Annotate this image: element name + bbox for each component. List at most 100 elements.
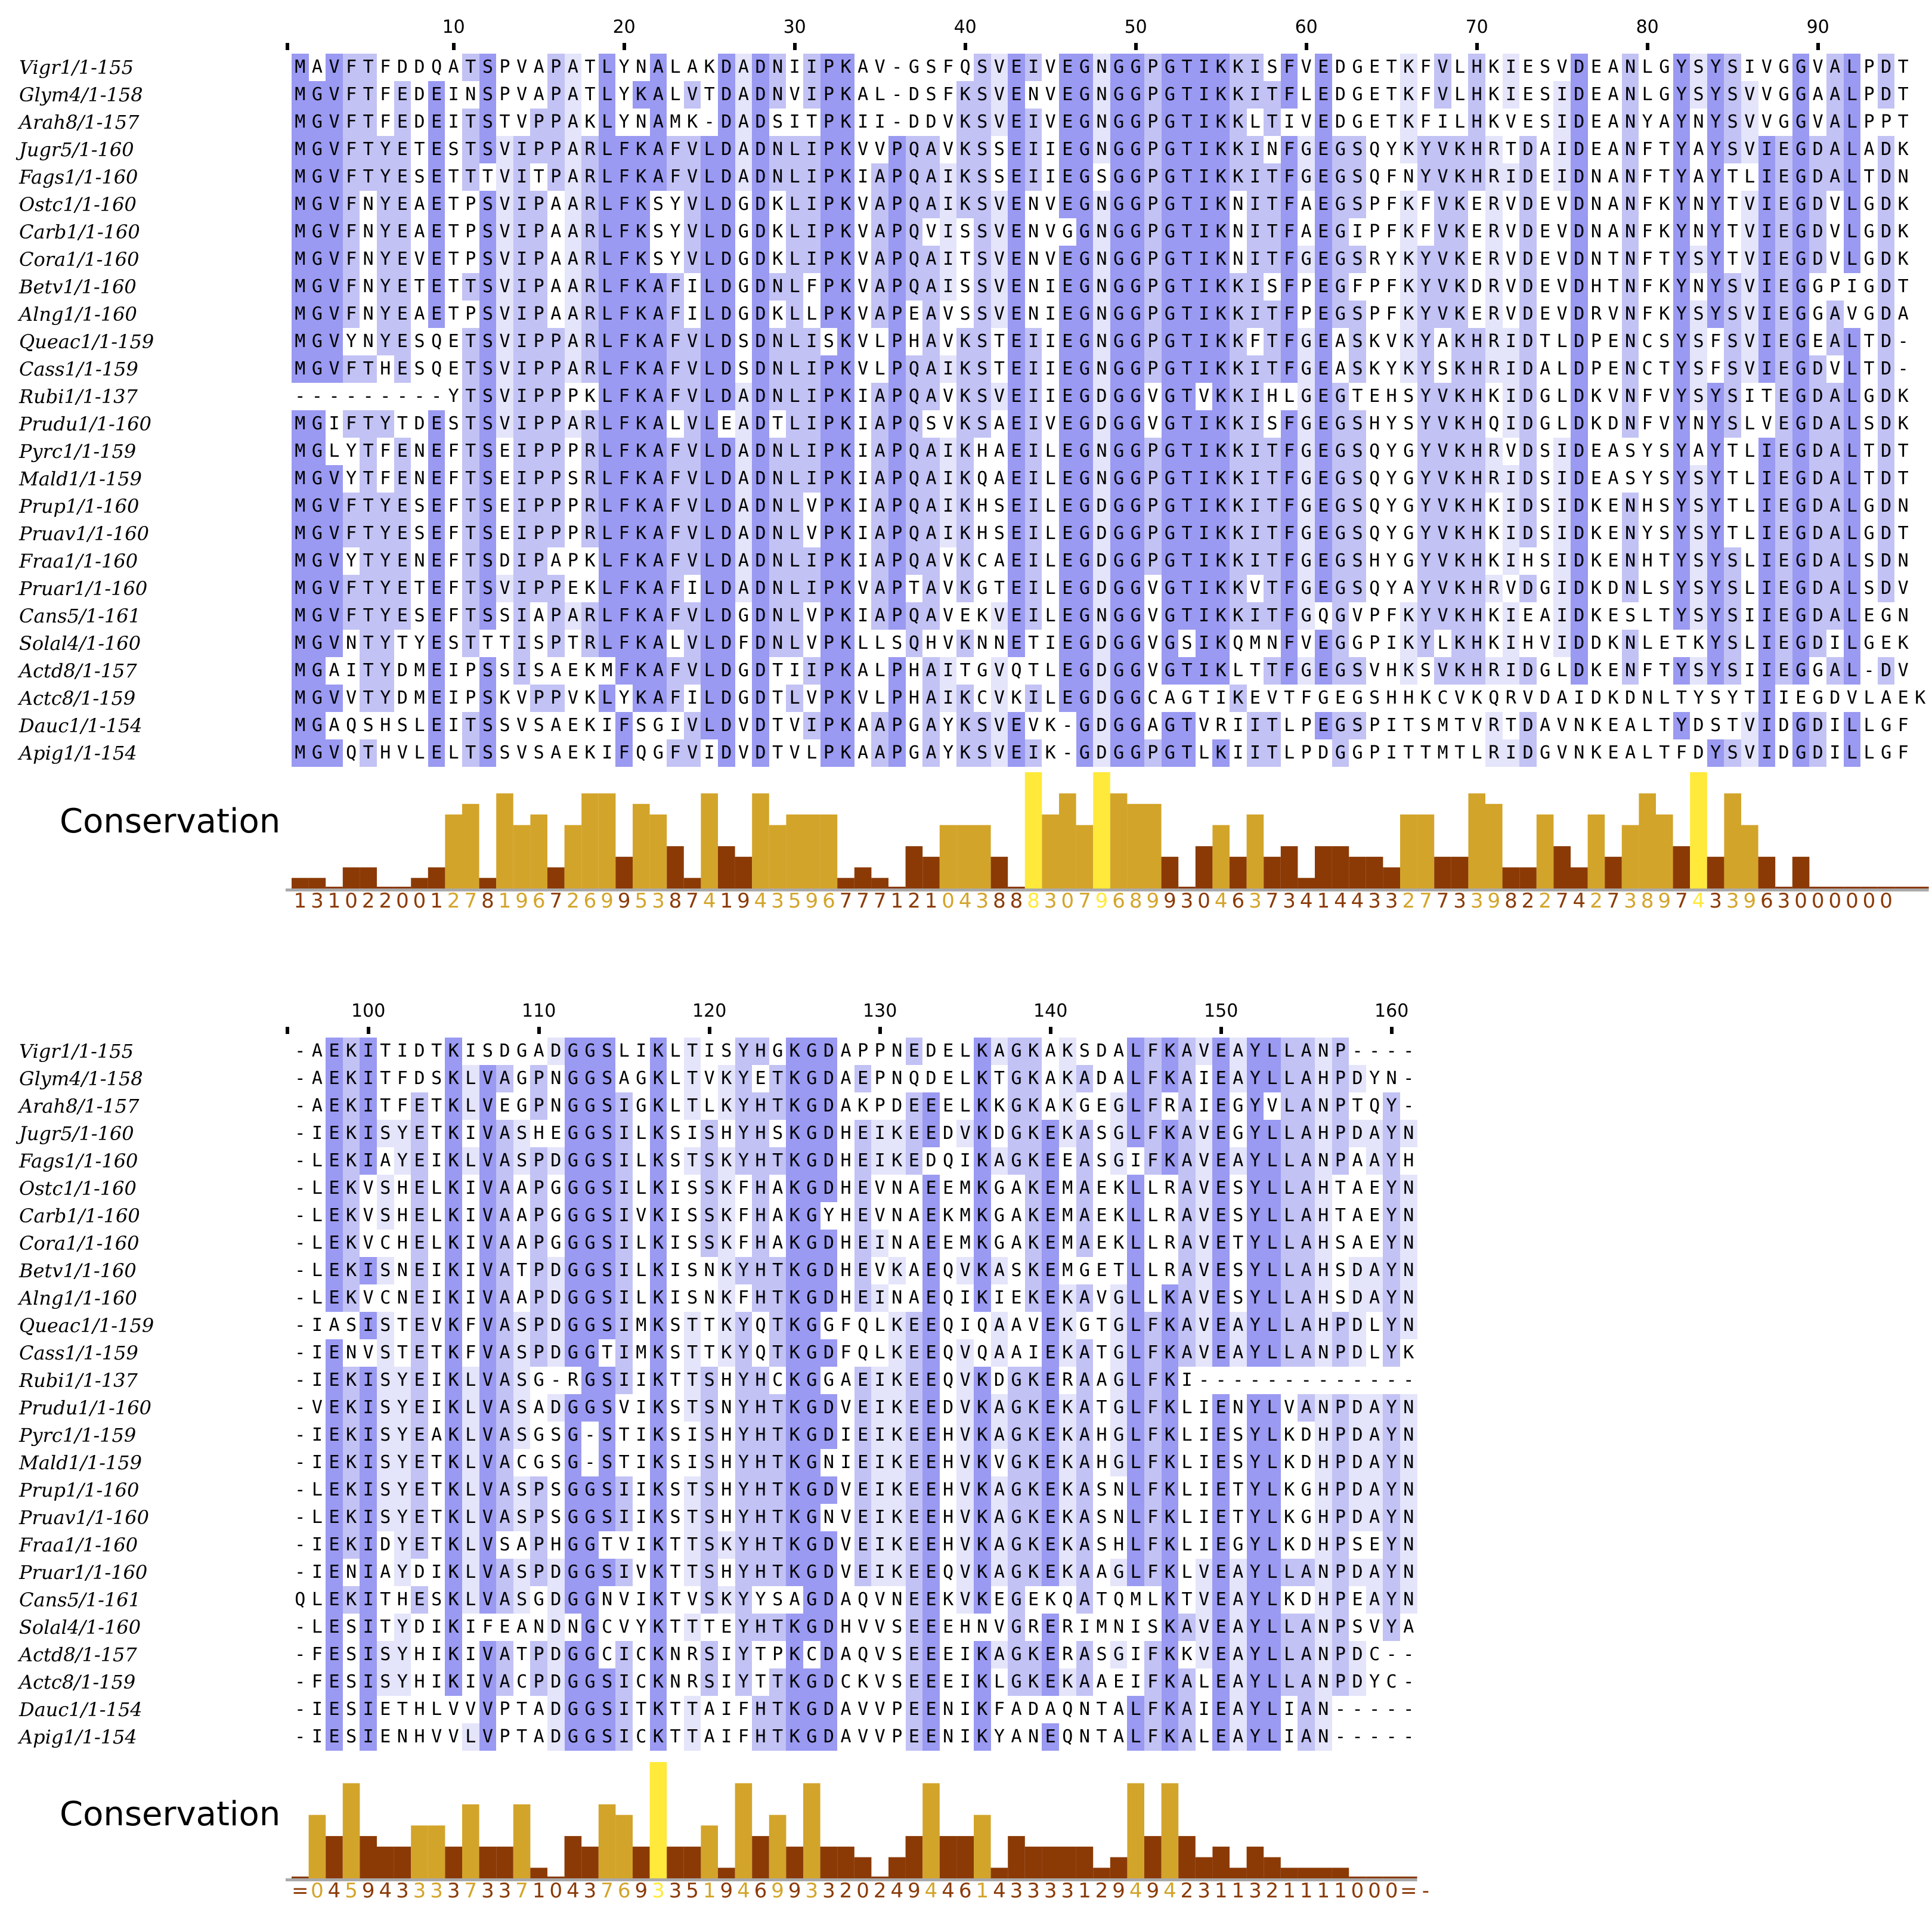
sequence-name[interactable]: Fraa1/1-160 <box>19 1534 138 1556</box>
sequence-name[interactable]: Prup1/1-160 <box>19 1479 140 1501</box>
sequence-name[interactable]: Prup1/1-160 <box>19 495 140 518</box>
sequence-name[interactable]: Fags1/1-160 <box>19 1150 138 1172</box>
sequence-name[interactable]: Rubi1/1-137 <box>19 385 138 408</box>
sequence-name[interactable]: Pruar1/1-160 <box>19 1561 148 1584</box>
sequence-name[interactable]: Dauc1/1-154 <box>19 1698 143 1721</box>
sequence-name[interactable]: Carb1/1-160 <box>19 221 140 243</box>
sequence-name[interactable]: Arah8/1-157 <box>19 111 140 134</box>
sequence-name[interactable]: Pruar1/1-160 <box>19 577 148 600</box>
sequence-name[interactable]: Queac1/1-159 <box>19 1314 154 1337</box>
sequence-name[interactable]: Prudu1/1-160 <box>19 1397 151 1419</box>
sequence-name[interactable]: Mald1/1-159 <box>19 1451 142 1474</box>
sequence-name[interactable]: Arah8/1-157 <box>19 1095 140 1117</box>
sequence-name[interactable]: Apig1/1-154 <box>19 1726 137 1748</box>
sequence-name[interactable]: Actc8/1-159 <box>19 687 136 710</box>
sequence-name[interactable]: Prudu1/1-160 <box>19 413 151 435</box>
sequence-name[interactable]: Cora1/1-160 <box>19 248 140 271</box>
sequence-name[interactable]: Pruav1/1-160 <box>19 522 149 545</box>
sequence-name[interactable]: Betv1/1-160 <box>19 1259 137 1282</box>
sequence-name[interactable]: Actc8/1-159 <box>19 1671 136 1693</box>
sequence-name[interactable]: Fraa1/1-160 <box>19 550 138 572</box>
sequence-name[interactable]: Queac1/1-159 <box>19 330 154 353</box>
sequence-name[interactable]: Alng1/1-160 <box>19 1287 137 1309</box>
sequence-name[interactable]: Alng1/1-160 <box>19 303 137 326</box>
sequence-name[interactable]: Glym4/1-158 <box>19 1067 143 1090</box>
sequence-name[interactable]: Cans5/1-161 <box>19 1589 141 1611</box>
sequence-name[interactable]: Solal4/1-160 <box>19 1616 141 1639</box>
sequence-name[interactable]: Solal4/1-160 <box>19 632 141 655</box>
sequence-name[interactable]: Rubi1/1-137 <box>19 1369 138 1392</box>
sequence-name[interactable]: Mald1/1-159 <box>19 467 142 490</box>
sequence-name[interactable]: Cass1/1-159 <box>19 1342 138 1364</box>
sequence-name[interactable]: Apig1/1-154 <box>19 742 137 764</box>
sequence-name[interactable]: Glym4/1-158 <box>19 83 143 106</box>
sequence-name[interactable]: Fags1/1-160 <box>19 166 138 188</box>
sequence-name[interactable]: Betv1/1-160 <box>19 275 137 298</box>
sequence-name[interactable]: Vigr1/1-155 <box>19 56 134 79</box>
sequence-name[interactable]: Dauc1/1-154 <box>19 714 143 737</box>
sequence-name[interactable]: Carb1/1-160 <box>19 1205 140 1227</box>
sequence-name[interactable]: Vigr1/1-155 <box>19 1040 134 1063</box>
sequence-name[interactable]: Pyrc1/1-159 <box>19 440 137 463</box>
sequence-name[interactable]: Actd8/1-157 <box>19 1643 137 1666</box>
sequence-name[interactable]: Actd8/1-157 <box>19 660 137 682</box>
sequence-name[interactable]: Jugr5/1-160 <box>19 1122 134 1145</box>
sequence-name[interactable]: Ostc1/1-160 <box>19 1177 137 1200</box>
sequence-name[interactable]: Pyrc1/1-159 <box>19 1424 137 1447</box>
sequence-name[interactable]: Pruav1/1-160 <box>19 1506 149 1529</box>
sequence-name[interactable]: Cans5/1-161 <box>19 605 141 627</box>
sequence-name[interactable]: Ostc1/1-160 <box>19 193 137 216</box>
sequence-name[interactable]: Cass1/1-159 <box>19 358 138 380</box>
sequence-name[interactable]: Jugr5/1-160 <box>19 138 134 161</box>
